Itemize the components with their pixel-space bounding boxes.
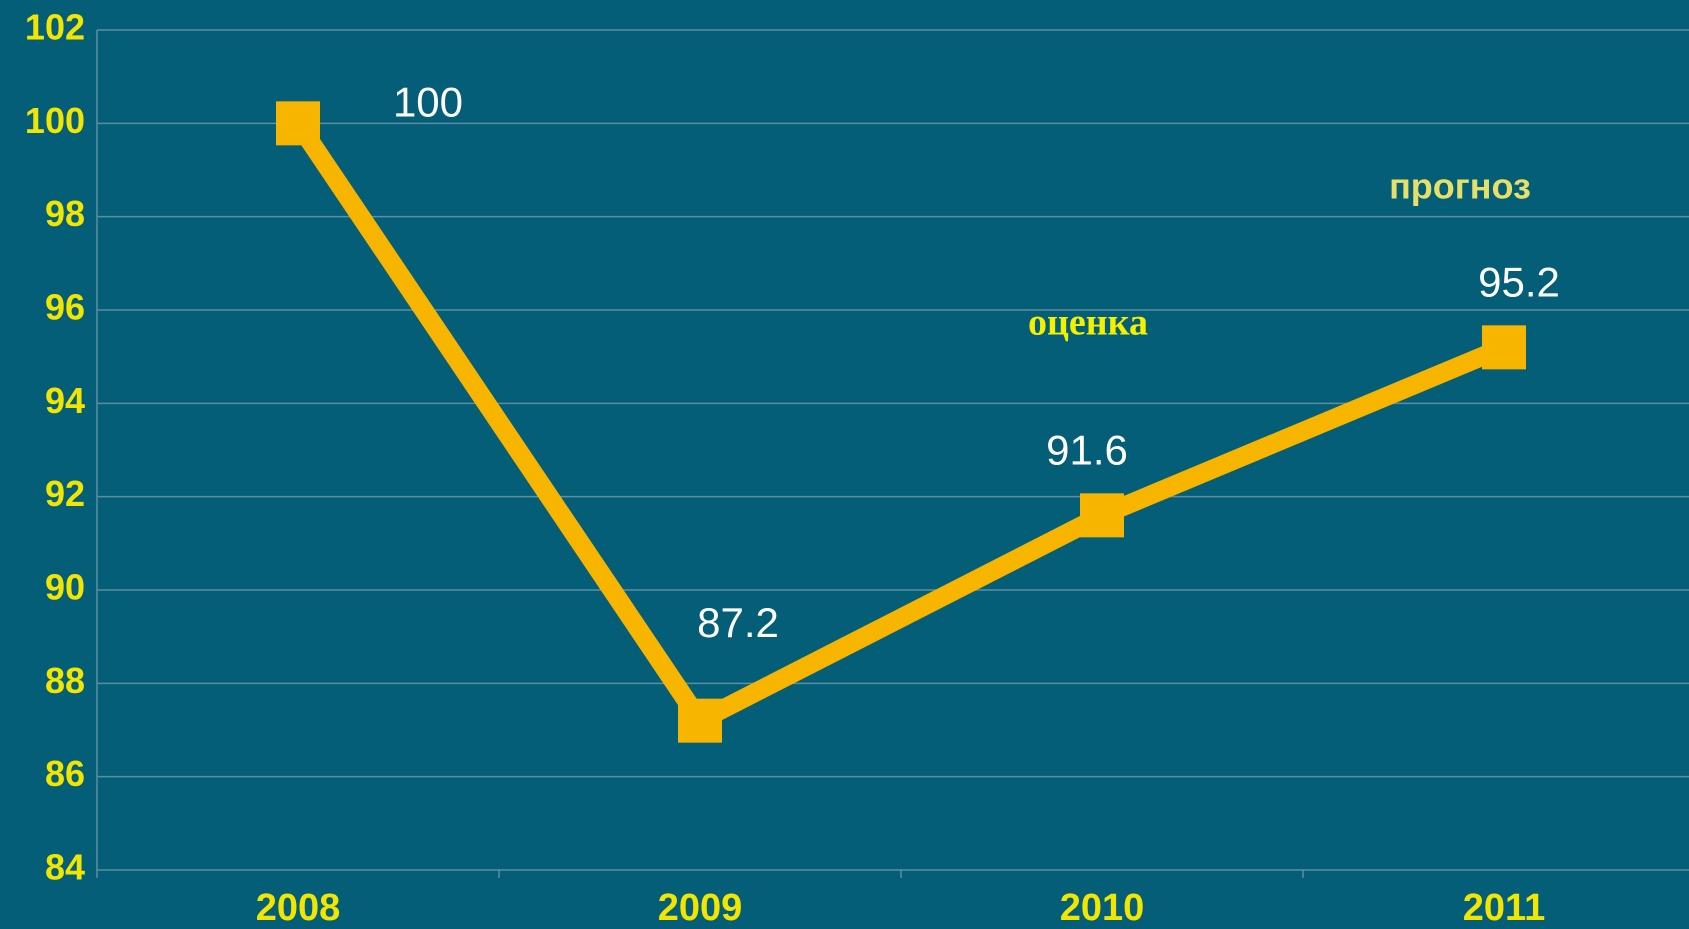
line (290, 118, 1508, 733)
annotation: прогноз (1389, 166, 1531, 207)
x-tick-label: 2009 (658, 887, 743, 929)
x-tick-label: 2010 (1060, 887, 1145, 929)
marker (1482, 325, 1526, 370)
y-tick-label: 96 (45, 287, 85, 328)
y-tick-label: 102 (25, 7, 85, 48)
y-tick-label: 100 (25, 100, 85, 141)
data-label: 87.2 (697, 599, 779, 646)
marker (276, 101, 320, 146)
annotation: оценка (1028, 302, 1148, 344)
data-label: 95.2 (1478, 258, 1560, 305)
y-tick-label: 92 (45, 473, 85, 514)
y-tick-label: 84 (45, 847, 85, 888)
data-label: 100 (393, 78, 463, 125)
y-tick-label: 86 (45, 753, 85, 794)
y-tick-label: 88 (45, 660, 85, 701)
marker (678, 698, 722, 743)
x-tick-label: 2011 (1463, 887, 1545, 929)
marker (1080, 493, 1124, 538)
x-tick-label: 2008 (256, 887, 341, 929)
y-tick-label: 90 (45, 567, 85, 608)
y-tick-label: 94 (45, 380, 85, 421)
data-label: 91.6 (1046, 426, 1128, 473)
y-tick-label: 98 (45, 193, 85, 234)
